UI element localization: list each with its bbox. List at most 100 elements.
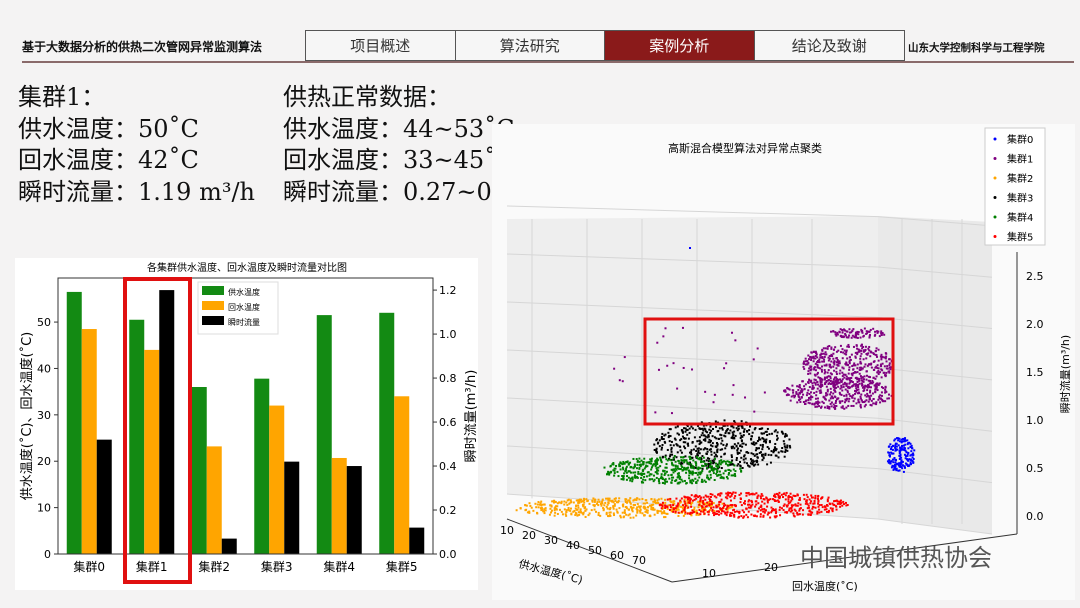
point-cluster1 [880, 353, 883, 356]
point-cluster1 [820, 352, 823, 355]
point-cluster3 [690, 456, 693, 459]
point-cluster2 [536, 503, 539, 506]
point-cluster3 [756, 447, 759, 450]
point-cluster5 [771, 498, 774, 501]
point-cluster1 [848, 366, 851, 369]
point-cluster1 [829, 372, 832, 375]
y-tick-label: 10 [37, 502, 51, 515]
point-cluster1 [849, 377, 852, 380]
point-cluster5 [709, 495, 712, 498]
point-cluster1 [832, 352, 835, 355]
point-cluster2 [594, 510, 597, 513]
point-cluster3 [742, 458, 745, 461]
bar-0-3 [254, 378, 270, 554]
point-cluster5 [698, 495, 701, 498]
point-cluster4 [695, 462, 698, 465]
point-cluster4 [695, 471, 698, 474]
point-cluster3 [720, 467, 723, 470]
point-cluster1 [854, 377, 857, 380]
point-cluster1 [833, 404, 836, 407]
point-cluster5 [730, 504, 733, 507]
point-cluster4 [706, 476, 709, 479]
point-cluster1 [822, 395, 825, 398]
point-cluster4 [673, 455, 676, 458]
tab-algorithm[interactable]: 算法研究 [455, 31, 605, 60]
point-cluster1 [844, 382, 847, 385]
point-cluster2 [729, 506, 732, 509]
point-cluster3 [753, 428, 756, 431]
point-cluster1 [849, 358, 852, 361]
point-cluster0 [894, 461, 897, 464]
point-cluster2 [726, 508, 729, 511]
point-cluster1 [839, 369, 842, 372]
point-cluster4 [613, 467, 616, 470]
point-cluster1 [859, 405, 862, 408]
point-cluster4 [664, 472, 667, 475]
point-cluster2 [566, 499, 569, 502]
point-cluster4 [704, 462, 707, 465]
point-cluster2 [597, 498, 600, 501]
point-cluster3 [670, 448, 673, 451]
tab-overview[interactable]: 项目概述 [306, 31, 456, 60]
point-cluster2 [588, 502, 591, 505]
tab-case-analysis[interactable]: 案例分析 [605, 31, 755, 60]
point-cluster4 [674, 460, 677, 463]
point-cluster1 [830, 373, 833, 376]
point-cluster4 [691, 465, 694, 468]
point-cluster1 [852, 345, 855, 348]
point-cluster3 [693, 436, 696, 439]
point-cluster1 [832, 403, 835, 406]
y-tick-label: 40 [37, 362, 51, 375]
point-cluster1 [877, 359, 880, 362]
point-cluster4 [699, 467, 702, 470]
point-cluster3 [767, 447, 770, 450]
point-cluster0 [904, 437, 907, 440]
point-cluster1 [852, 394, 855, 397]
point-cluster5 [789, 492, 792, 495]
point-cluster1 [857, 388, 860, 391]
point-cluster4 [642, 472, 645, 475]
point-cluster3 [672, 444, 675, 447]
point-cluster4 [733, 464, 736, 467]
point-cluster1 [812, 350, 815, 353]
point-cluster3 [684, 430, 687, 433]
point-cluster3 [683, 437, 686, 440]
point-cluster5 [831, 508, 834, 511]
point-cluster4 [687, 463, 690, 466]
point-cluster1 [826, 406, 829, 409]
point-cluster1 [796, 385, 799, 388]
point-cluster5 [791, 498, 794, 501]
point-cluster2 [625, 513, 628, 516]
nav-tabs: 项目概述 算法研究 案例分析 结论及致谢 [305, 30, 905, 61]
point-cluster5 [735, 510, 738, 513]
point-cluster5 [691, 511, 694, 514]
point-cluster4 [667, 474, 670, 477]
tab-conclusion[interactable]: 结论及致谢 [754, 31, 904, 60]
point-cluster1 [888, 362, 891, 365]
point-cluster5 [729, 499, 732, 502]
point-cluster4 [656, 472, 659, 475]
point-cluster1 [797, 388, 800, 391]
point-cluster1 [841, 389, 844, 392]
point-cluster4 [670, 481, 673, 484]
point-cluster2 [635, 507, 638, 510]
point-cluster4 [629, 477, 632, 480]
point-cluster1 [880, 368, 883, 371]
point-cluster1 [826, 390, 829, 393]
point-cluster4 [622, 475, 625, 478]
point-cluster3 [716, 451, 719, 454]
point-cluster1 [852, 368, 855, 371]
point-cluster3 [698, 427, 701, 430]
point-cluster2 [583, 499, 586, 502]
point-cluster0 [906, 458, 909, 461]
point-cluster2 [693, 506, 696, 509]
point-cluster0 [901, 448, 904, 451]
point-cluster1 [850, 395, 853, 398]
point-cluster5 [818, 511, 821, 514]
point-cluster0 [890, 447, 893, 450]
point-cluster1 [828, 382, 831, 385]
point-cluster1 [814, 405, 817, 408]
point-cluster4 [629, 461, 632, 464]
point-cluster1 [818, 377, 821, 380]
point-cluster2 [567, 498, 570, 501]
